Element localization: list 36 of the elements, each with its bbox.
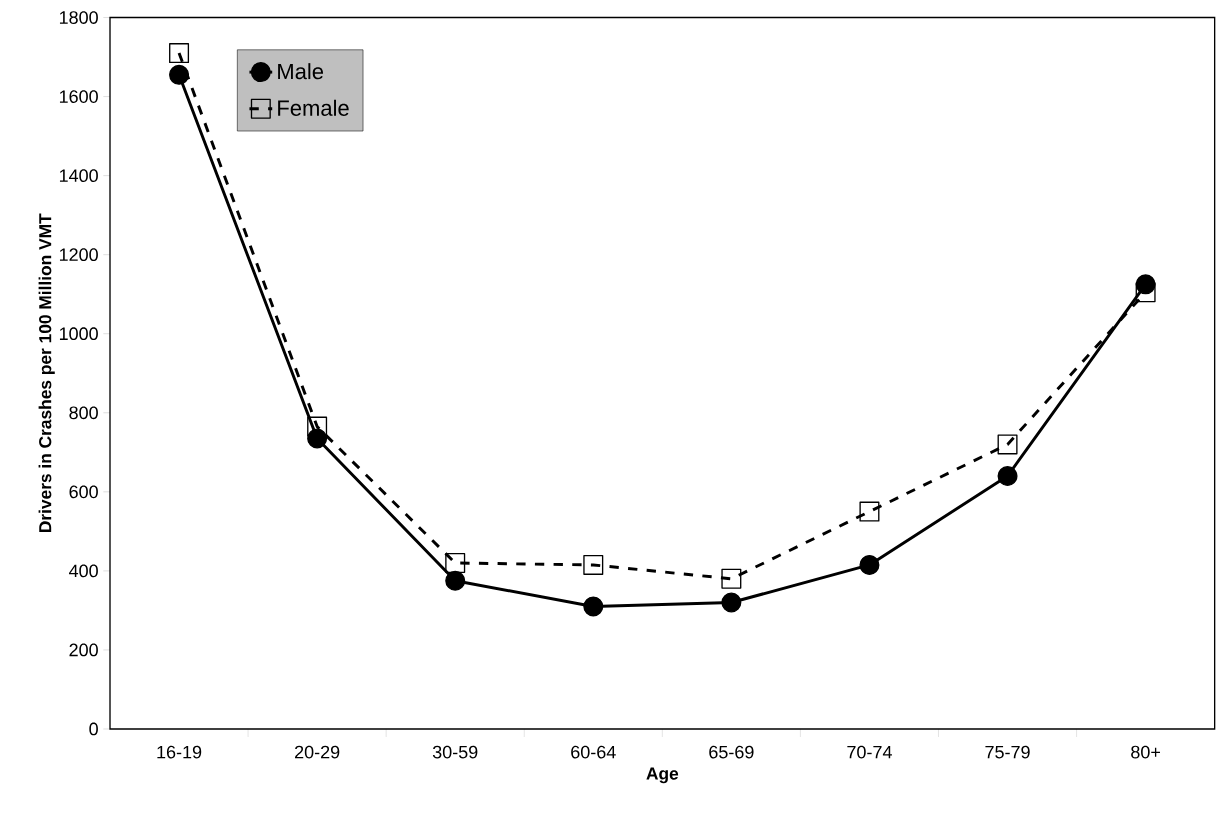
x-tick-label: 16-19 bbox=[157, 745, 202, 759]
point bbox=[859, 554, 880, 575]
point bbox=[1135, 282, 1156, 303]
point bbox=[169, 64, 190, 85]
y-tick-label: 800 bbox=[69, 406, 98, 420]
point bbox=[583, 554, 604, 575]
x-tick-label: 80+ bbox=[1131, 745, 1160, 759]
point bbox=[307, 416, 328, 437]
x-tick-label: 65-69 bbox=[709, 745, 754, 759]
point bbox=[583, 596, 604, 617]
point bbox=[997, 434, 1018, 455]
point bbox=[859, 501, 880, 522]
x-axis-title: Age bbox=[646, 767, 679, 784]
legend-label: Female bbox=[278, 99, 349, 116]
y-tick-label: 600 bbox=[69, 485, 98, 499]
x-tick-label: 30-59 bbox=[432, 745, 478, 759]
point bbox=[721, 592, 742, 613]
x-tick-label: 60-64 bbox=[571, 745, 616, 759]
x-tick-label: 20-29 bbox=[295, 745, 340, 759]
legend-label: Male bbox=[278, 63, 324, 80]
point bbox=[445, 552, 466, 573]
y-axis-title: Drivers in Crashes per 100 Million VMT bbox=[38, 213, 55, 533]
y-tick-label: 1800 bbox=[59, 11, 98, 24]
point bbox=[997, 466, 1018, 487]
y-tick-label: 1600 bbox=[59, 90, 98, 103]
point bbox=[721, 568, 742, 589]
y-tick-label: 0 bbox=[89, 722, 98, 736]
y-tick-label: 1200 bbox=[59, 248, 98, 262]
y-tick-label: 200 bbox=[69, 643, 98, 657]
point bbox=[169, 43, 190, 64]
y-tick-label: 400 bbox=[69, 564, 98, 578]
y-tick-label: 1400 bbox=[59, 169, 98, 182]
point bbox=[445, 570, 466, 591]
x-tick-label: 75-79 bbox=[985, 745, 1030, 759]
x-tick-label: 70-74 bbox=[847, 745, 892, 759]
y-tick-label: 1000 bbox=[59, 327, 98, 341]
